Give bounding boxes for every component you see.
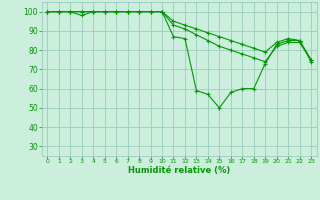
X-axis label: Humidité relative (%): Humidité relative (%) (128, 166, 230, 175)
